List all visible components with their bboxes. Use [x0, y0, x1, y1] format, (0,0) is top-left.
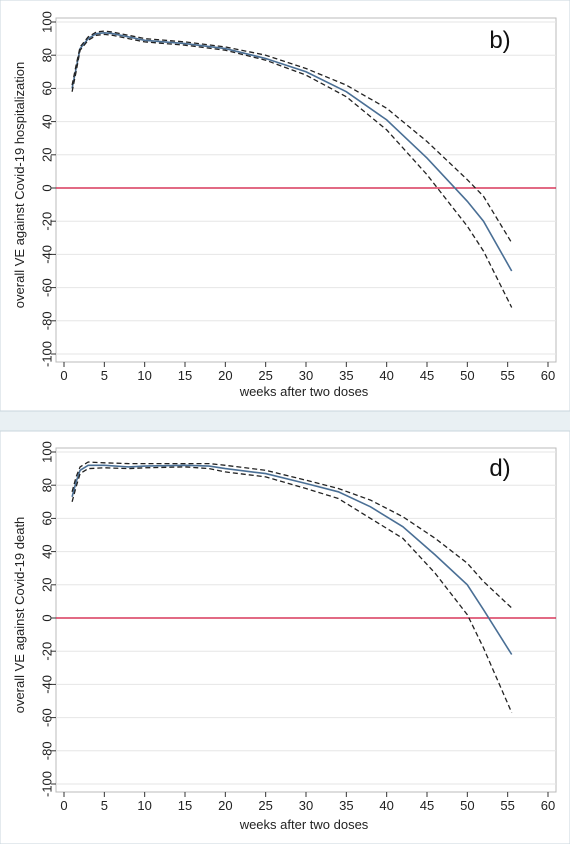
panel-d-y-axis-title: overall VE against Covid-19 death [12, 517, 27, 714]
panel-b-x-tick-label: 40 [379, 368, 393, 383]
panel-d-y-tick-label: -80 [39, 741, 54, 760]
panel-d-x-tick-label: 40 [379, 798, 393, 813]
panel-b-y-tick-label: 20 [39, 148, 54, 162]
panel-b-x-tick-label: 50 [460, 368, 474, 383]
panel-d-x-tick-label: 30 [299, 798, 313, 813]
panel-d-series-lower-ci [71, 466, 513, 713]
panel-d-y-tick-label: -100 [39, 771, 54, 797]
panel-b-y-tick-label: -40 [39, 245, 54, 264]
panel-b-marks: -100 -80 -60 -40 -20 0 20 40 60 80 100 0 5 10 15 20 25 30… [39, 11, 556, 383]
panel-b-y-tick-label: 40 [39, 114, 54, 128]
panel-d-x-tick-label: 15 [178, 798, 192, 813]
panel-d-x-tick-label: 20 [218, 798, 232, 813]
panel-b-x-tick-label: 5 [101, 368, 108, 383]
panel-b-y-tick-label: 60 [39, 81, 54, 95]
panel-b-y-tick-label: -100 [39, 341, 54, 367]
panel-d-y-tick-label: 40 [39, 544, 54, 558]
panel-b-y-tick-label: -60 [39, 278, 54, 297]
panel-b-y-tick-label: 80 [39, 48, 54, 62]
panel-b-x-tick-label: 55 [500, 368, 514, 383]
panel-b-x-tick-label: 25 [258, 368, 272, 383]
panel-b-x-tick-label: 15 [178, 368, 192, 383]
panel-d-x-tick-label: 0 [60, 798, 67, 813]
panel-b-x-tick-label: 45 [420, 368, 434, 383]
panel-d-x-tick-label: 50 [460, 798, 474, 813]
panel-b-y-axis-title: overall VE against Covid-19 hospitalizat… [12, 62, 27, 308]
panel-d-y-tick-label: -40 [39, 675, 54, 694]
panel-b-x-tick-label: 60 [541, 368, 555, 383]
panel-b-label: b) [489, 27, 510, 54]
panel-b-x-tick-label: 0 [60, 368, 67, 383]
panel-b-x-axis-title: weeks after two doses [239, 384, 369, 399]
panel-b-y-tick-label: 100 [39, 11, 54, 33]
panel-d-x-tick-label: 25 [258, 798, 272, 813]
panel-b-x-tick-label: 10 [137, 368, 151, 383]
panel-b: -100 -80 -60 -40 -20 0 20 40 60 80 100 0 5 10 15 20 25 30… [0, 0, 570, 412]
panel-d-series-upper-ci [71, 461, 513, 609]
panel-b-x-tick-label: 20 [218, 368, 232, 383]
panel-d-y-tick-label: 80 [39, 478, 54, 492]
panel-d-marks: -100 -80 -60 -40 -20 0 20 40 60 80 100 0 5 10 15 20 25 30… [39, 441, 556, 813]
panel-b-y-tick-label: 0 [39, 184, 54, 191]
panel-d-x-tick-label: 45 [420, 798, 434, 813]
panel-d-plot-area [55, 447, 557, 793]
panel-b-x-tick-label: 30 [299, 368, 313, 383]
panel-d-x-tick-label: 10 [137, 798, 151, 813]
panel-d: -100 -80 -60 -40 -20 0 20 40 60 80 100 0 5 10 15 20 25 30… [0, 430, 570, 844]
panel-d-y-tick-label: 0 [39, 614, 54, 621]
panel-b-y-tick-label: -20 [39, 212, 54, 231]
panel-d-series-estimate [71, 464, 513, 655]
panel-b-plot-area [55, 17, 557, 363]
panel-d-y-tick-label: -60 [39, 708, 54, 727]
panel-d-y-tick-label: 20 [39, 578, 54, 592]
panel-d-x-tick-label: 5 [101, 798, 108, 813]
panel-d-y-tick-label: 60 [39, 511, 54, 525]
panel-b-series-lower-ci [71, 33, 513, 308]
panel-d-label: d) [489, 455, 510, 482]
panel-b-y-tick-label: -80 [39, 311, 54, 330]
panel-b-series-estimate [71, 31, 513, 272]
panel-d-x-tick-label: 55 [500, 798, 514, 813]
panel-b-x-tick-label: 35 [339, 368, 353, 383]
panel-d-y-tick-label: -20 [39, 642, 54, 661]
panel-b-series-upper-ci [71, 30, 513, 244]
panel-d-x-tick-label: 35 [339, 798, 353, 813]
panel-d-x-axis-title: weeks after two doses [239, 817, 369, 832]
panel-d-y-tick-label: 100 [39, 441, 54, 463]
panel-d-x-tick-label: 60 [541, 798, 555, 813]
